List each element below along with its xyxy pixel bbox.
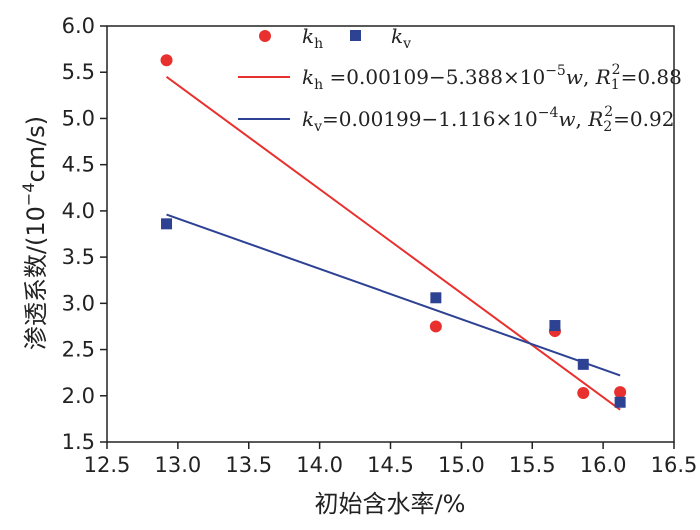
- x-tick-label: 15.0: [438, 453, 485, 477]
- legend-eq-kh: kh =0.00109−5.388×10−5w, R12=0.88: [302, 62, 682, 93]
- y-tick-label: 5.5: [62, 60, 95, 84]
- y-tick-label: 6.0: [62, 14, 95, 38]
- point-kv: [430, 292, 442, 304]
- y-tick-label: 2.5: [62, 338, 95, 362]
- legend-marker-kh: [259, 30, 271, 42]
- y-tick-label: 4.0: [62, 199, 95, 223]
- x-tick-label: 13.0: [154, 453, 201, 477]
- point-kh: [577, 387, 590, 400]
- point-kv: [614, 396, 626, 408]
- legend: kh kv kh =0.00109−5.388×10−5w, R12=0.88 …: [238, 24, 682, 135]
- fit-line-kh: [165, 76, 621, 411]
- x-tick-label: 15.5: [509, 453, 556, 477]
- point-kh: [429, 320, 442, 333]
- x-axis-title: 初始含水率/%: [315, 490, 466, 518]
- point-kv: [577, 358, 589, 370]
- legend-eq-kv: kv=0.00199−1.116×10−4w, R22=0.92: [302, 104, 674, 135]
- y-tick-label: 3.0: [62, 291, 95, 315]
- point-kh: [614, 386, 627, 399]
- y-tick-label: 3.5: [62, 245, 95, 269]
- x-tick-label: 16.0: [580, 453, 627, 477]
- legend-marker-kv: [350, 30, 361, 41]
- point-kv: [549, 320, 561, 332]
- point-kv: [161, 218, 173, 230]
- y-tick-label: 1.5: [62, 430, 95, 454]
- x-tick-label: 12.5: [84, 453, 131, 477]
- x-tick-label: 14.0: [296, 453, 343, 477]
- y-axis-title: 渗透系数/(10−4cm/s): [19, 116, 50, 350]
- fit-line-kv: [166, 213, 621, 377]
- legend-label-kv: kv: [391, 24, 411, 52]
- y-tick-label: 2.0: [62, 384, 95, 408]
- legend-label-kh: kh: [302, 24, 323, 52]
- y-tick-label: 4.5: [62, 153, 95, 177]
- x-tick-label: 14.5: [367, 453, 414, 477]
- x-tick-label: 16.5: [651, 453, 698, 477]
- x-tick-label: 13.5: [225, 453, 272, 477]
- point-kh: [160, 54, 173, 67]
- y-tick-label: 5.0: [62, 106, 95, 130]
